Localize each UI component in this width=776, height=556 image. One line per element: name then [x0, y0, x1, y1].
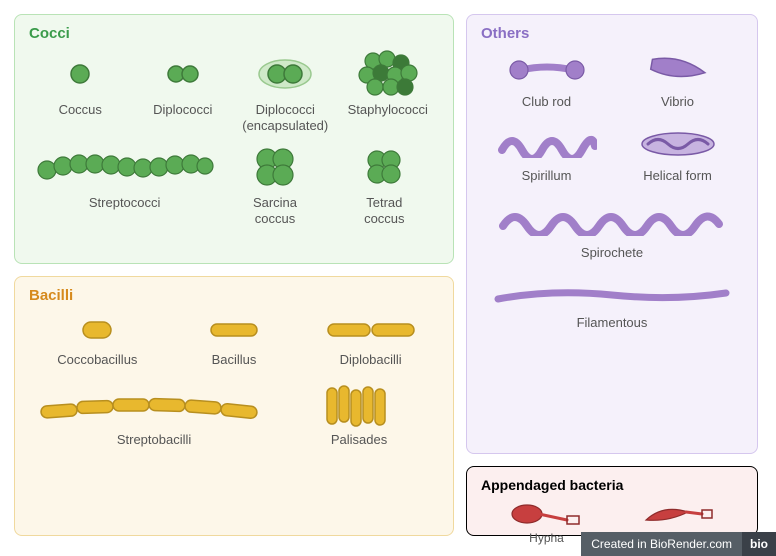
- shape-filamentous: [492, 279, 732, 311]
- footer: Created in BioRender.com bio: [581, 532, 776, 556]
- panel-bacilli: Bacilli Coccobacillus Bacillus: [14, 276, 454, 536]
- bacilli-items: Coccobacillus Bacillus Diplobacilli: [29, 312, 439, 447]
- shape-coccus: [69, 50, 91, 98]
- item-coccobacillus: Coccobacillus: [32, 312, 163, 368]
- label-staphylococci: Staphylococci: [348, 102, 428, 118]
- footer-text: Created in BioRender.com: [581, 532, 742, 556]
- label-spirochete: Spirochete: [581, 245, 643, 261]
- shape-spirillum: [497, 124, 597, 164]
- label-streptobacilli: Streptobacilli: [117, 432, 191, 448]
- cocci-items: Coccus Diplococci Diplococci (encapsulat…: [29, 50, 439, 226]
- item-coccus: Coccus: [31, 50, 129, 133]
- item-club-rod: Club rod: [484, 50, 610, 110]
- item-streptobacilli: Streptobacilli: [31, 384, 277, 448]
- label-filamentous: Filamentous: [577, 315, 648, 331]
- panel-cocci: Cocci Coccus Diplococci: [14, 14, 454, 264]
- label-bacillus: Bacillus: [212, 352, 257, 368]
- shape-hypha: [507, 501, 587, 527]
- footer-logo: bio: [742, 532, 776, 556]
- others-items: Club rod Vibrio Spirillum: [481, 50, 743, 330]
- label-coccobacillus: Coccobacillus: [57, 352, 137, 368]
- panel-others: Others Club rod Vibrio: [466, 14, 758, 454]
- item-sarcina: Sarcina coccus: [222, 143, 329, 226]
- shape-staphylococci: [353, 50, 423, 98]
- shape-tetrad: [362, 143, 406, 191]
- shape-diplococci: [165, 50, 201, 98]
- shape-stalk: [638, 501, 718, 527]
- item-diplobacilli: Diplobacilli: [305, 312, 436, 368]
- shape-streptococci: [35, 143, 215, 191]
- shape-diplobacilli: [326, 312, 416, 348]
- label-tetrad: Tetrad coccus: [364, 195, 404, 226]
- diagram-grid: Cocci Coccus Diplococci: [14, 14, 762, 524]
- item-diplococci-encapsulated: Diplococci (encapsulated): [236, 50, 334, 133]
- item-spirillum: Spirillum: [484, 124, 610, 184]
- shape-club-rod: [507, 50, 587, 90]
- shape-bacillus: [209, 312, 259, 348]
- item-tetrad: Tetrad coccus: [331, 143, 438, 226]
- label-helical-form: Helical form: [643, 168, 712, 184]
- shape-helical-form: [638, 124, 718, 164]
- item-helical-form: Helical form: [615, 124, 741, 184]
- shape-diplococci-encapsulated: [256, 50, 314, 98]
- item-filamentous: Filamentous: [486, 279, 738, 331]
- shape-streptobacilli: [39, 384, 269, 428]
- shape-spirochete: [497, 201, 727, 241]
- label-streptococci: Streptococci: [89, 195, 161, 211]
- item-palisades: Palisades: [281, 384, 437, 448]
- shape-palisades: [324, 384, 394, 428]
- shape-vibrio: [643, 50, 713, 90]
- item-diplococci: Diplococci: [134, 50, 232, 133]
- panel-title-bacilli: Bacilli: [29, 287, 439, 304]
- shape-sarcina: [251, 143, 299, 191]
- label-diplococci-encapsulated: Diplococci (encapsulated): [242, 102, 328, 133]
- panel-title-others: Others: [481, 25, 743, 42]
- label-club-rod: Club rod: [522, 94, 571, 110]
- panel-appendaged: Appendaged bacteria Hypha: [466, 466, 758, 536]
- item-vibrio: Vibrio: [615, 50, 741, 110]
- label-palisades: Palisades: [331, 432, 387, 448]
- item-bacillus: Bacillus: [168, 312, 299, 368]
- label-vibrio: Vibrio: [661, 94, 694, 110]
- label-diplobacilli: Diplobacilli: [340, 352, 402, 368]
- label-diplococci: Diplococci: [153, 102, 212, 118]
- shape-coccobacillus: [81, 312, 113, 348]
- panel-title-cocci: Cocci: [29, 25, 439, 42]
- item-spirochete: Spirochete: [486, 201, 738, 261]
- label-spirillum: Spirillum: [522, 168, 572, 184]
- item-staphylococci: Staphylococci: [339, 50, 437, 133]
- label-sarcina: Sarcina coccus: [253, 195, 297, 226]
- panel-title-appendaged: Appendaged bacteria: [481, 477, 743, 493]
- label-hypha: Hypha: [529, 531, 564, 545]
- item-streptococci: Streptococci: [30, 143, 219, 226]
- label-coccus: Coccus: [59, 102, 102, 118]
